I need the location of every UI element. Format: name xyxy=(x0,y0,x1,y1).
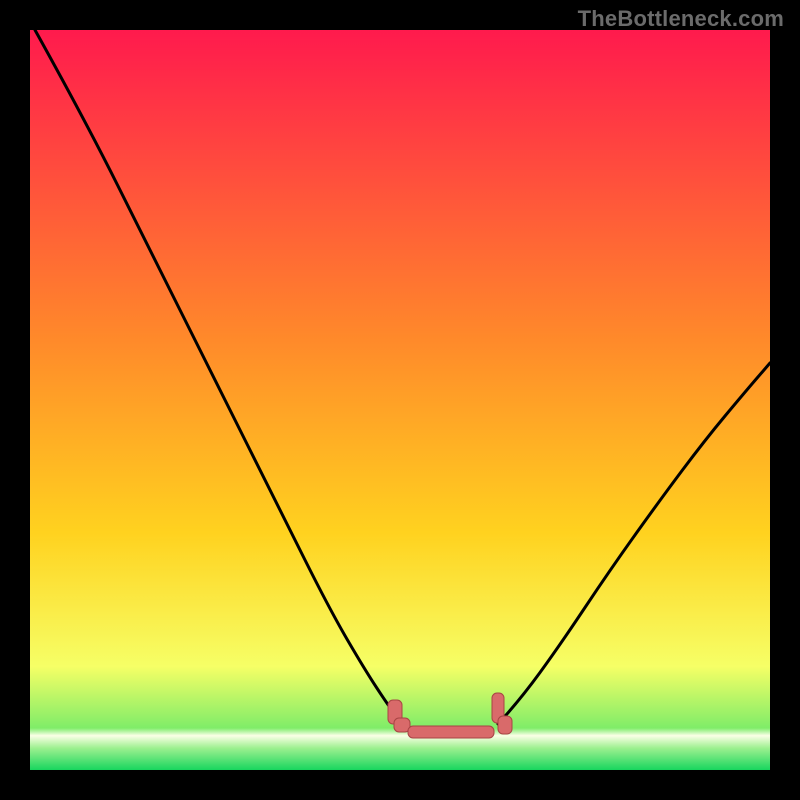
chart-frame: TheBottleneck.com xyxy=(0,0,800,800)
plot-area xyxy=(30,30,770,770)
attribution-text: TheBottleneck.com xyxy=(578,6,784,32)
bottom-green-strip xyxy=(30,728,770,770)
